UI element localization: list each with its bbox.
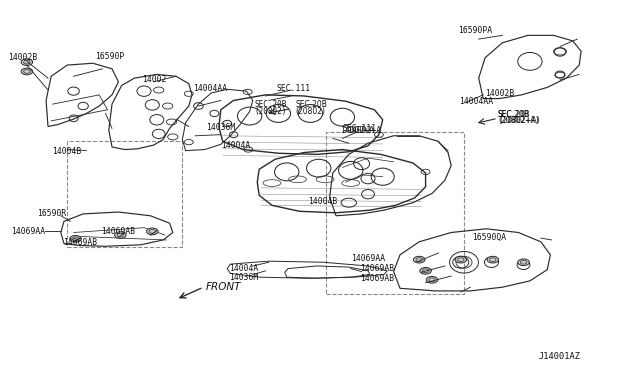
Text: SEC.20B: SEC.20B (296, 100, 328, 109)
Circle shape (70, 235, 81, 242)
Bar (67, 141, 182, 247)
Text: 14004A: 14004A (229, 264, 259, 273)
Text: 14004AA: 14004AA (460, 97, 493, 106)
Circle shape (518, 259, 529, 266)
Text: 14002B: 14002B (8, 53, 37, 62)
Text: SEC.20B: SEC.20B (255, 100, 287, 109)
Text: J14001AZ: J14001AZ (539, 352, 581, 361)
Bar (326, 132, 464, 294)
Text: SEC.20B: SEC.20B (498, 110, 531, 119)
Text: 14069AA: 14069AA (351, 254, 385, 263)
Text: SEC.111: SEC.111 (276, 84, 310, 93)
Circle shape (413, 256, 425, 263)
Text: 14069AB: 14069AB (63, 238, 97, 247)
Text: 16590R: 16590R (37, 209, 67, 218)
Text: 14069AB: 14069AB (101, 227, 135, 236)
Text: 14069AB: 14069AB (360, 274, 394, 283)
Text: SEC.20B: SEC.20B (498, 110, 530, 119)
Text: (20802+A): (20802+A) (498, 116, 540, 125)
Circle shape (21, 68, 33, 75)
Circle shape (455, 256, 467, 263)
Text: FRONT: FRONT (206, 282, 241, 292)
Text: 14069AB: 14069AB (360, 264, 394, 273)
Text: (20802): (20802) (296, 107, 326, 116)
Text: 14002: 14002 (142, 76, 166, 84)
Text: (20802+A): (20802+A) (498, 116, 540, 125)
Text: (20802): (20802) (255, 107, 287, 116)
Circle shape (115, 232, 126, 238)
Text: 14004B: 14004B (308, 197, 338, 206)
Circle shape (21, 59, 33, 65)
Text: 16590QA: 16590QA (472, 233, 506, 242)
Text: 16590P: 16590P (95, 52, 124, 61)
Text: 14002+A: 14002+A (340, 126, 374, 135)
Text: 14069AA: 14069AA (12, 227, 45, 236)
Text: 14002B: 14002B (485, 89, 515, 98)
Text: SEC.111: SEC.111 (342, 124, 376, 133)
Circle shape (487, 256, 499, 263)
Circle shape (426, 276, 438, 283)
Circle shape (420, 267, 431, 274)
Text: 14004AA: 14004AA (193, 84, 227, 93)
Text: 14004A: 14004A (221, 141, 250, 150)
Text: 14002+A: 14002+A (347, 126, 381, 135)
Text: 14036M: 14036M (229, 273, 259, 282)
Circle shape (147, 228, 158, 235)
Text: 14036M: 14036M (206, 123, 236, 132)
Text: 14004B: 14004B (52, 147, 82, 156)
Text: 16590PA: 16590PA (458, 26, 492, 35)
